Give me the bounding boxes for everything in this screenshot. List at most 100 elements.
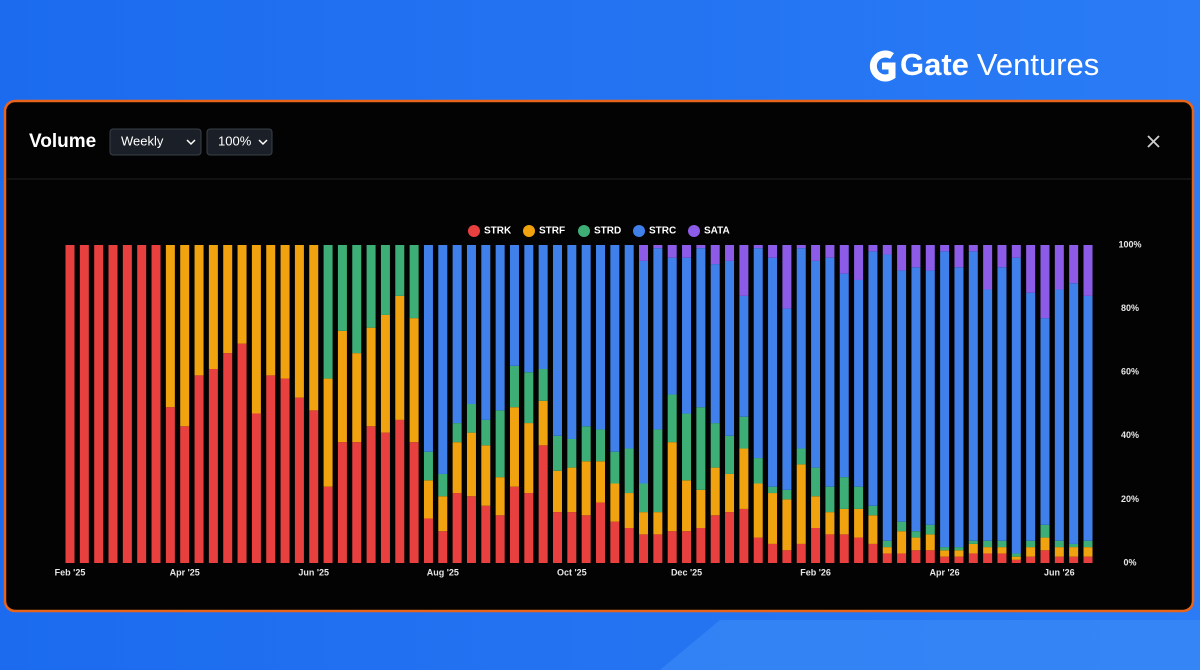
bar-segment	[337, 442, 347, 563]
bar-segment	[768, 245, 778, 258]
bar-segment	[753, 537, 763, 563]
bar-segment	[811, 496, 821, 529]
bar-segment	[911, 550, 921, 563]
bar-segment	[509, 486, 519, 563]
bar-segment	[567, 512, 577, 563]
bar-segment	[452, 423, 462, 443]
bar-segment	[696, 528, 706, 563]
bar-segment	[538, 369, 548, 401]
close-button[interactable]	[1147, 135, 1160, 148]
bar-segment	[639, 245, 649, 261]
bar-segment	[710, 423, 720, 468]
bar-segment	[983, 553, 993, 563]
bar-segment	[352, 245, 362, 354]
bar-segment	[409, 442, 419, 563]
bar-segment	[366, 245, 376, 328]
bar-segment	[552, 470, 562, 513]
bar-segment	[409, 318, 419, 443]
legend-label: SATA	[704, 226, 730, 237]
bar-segment	[639, 483, 649, 513]
bar-segment	[1040, 245, 1050, 319]
bar-segment	[1069, 547, 1079, 557]
bar-segment	[1026, 556, 1036, 563]
bar-segment	[811, 467, 821, 497]
bar-segment	[983, 547, 993, 554]
bar-segment	[1069, 556, 1079, 563]
bar-segment	[639, 534, 649, 563]
bar-segment	[968, 553, 978, 563]
bar-segment	[796, 245, 806, 249]
select-box[interactable]	[109, 128, 202, 156]
bar-segment	[251, 413, 261, 563]
bar-segment	[983, 289, 993, 541]
bar-segment	[1083, 245, 1093, 296]
bar-segment	[696, 245, 706, 249]
bar-segment	[309, 245, 319, 411]
bar-segment	[438, 531, 448, 563]
bar-segment	[911, 531, 921, 538]
select-box[interactable]	[206, 128, 273, 156]
interval-select[interactable]: Weekly	[109, 128, 202, 156]
bar-segment	[696, 407, 706, 490]
brand-logo: Gate Ventures	[869, 47, 1099, 82]
bar-segment	[552, 245, 562, 436]
bar-segment	[1011, 556, 1021, 560]
bar-segment	[380, 245, 390, 315]
bar-segment	[997, 267, 1007, 541]
bar-segment	[423, 518, 433, 563]
bar-segment	[1011, 257, 1021, 554]
bar-segment	[1083, 295, 1093, 541]
bar-segment	[725, 512, 735, 563]
bar-segment	[524, 245, 534, 373]
bar-segment	[1054, 547, 1064, 557]
bar-segment	[208, 245, 218, 370]
bar-segment	[194, 375, 204, 563]
bar-segment	[940, 550, 950, 557]
bar-segment	[108, 245, 118, 563]
bar-segment	[1083, 556, 1093, 563]
bar-segment	[122, 245, 132, 563]
bar-segment	[1026, 245, 1036, 293]
bar-segment	[653, 245, 663, 249]
bar-segment	[811, 528, 821, 563]
bar-segment	[940, 245, 950, 252]
bar-segment	[610, 483, 620, 522]
x-tick-label: Feb '26	[800, 567, 831, 577]
bar-segment	[768, 493, 778, 544]
scale-select[interactable]: 100%	[206, 128, 273, 156]
bar-segment	[524, 423, 534, 494]
bar-segment	[509, 245, 519, 366]
bar-segment	[854, 245, 864, 280]
bar-segment	[897, 531, 907, 554]
bar-segment	[839, 508, 849, 535]
bar-segment	[538, 245, 548, 370]
x-tick-label: Dec '25	[671, 567, 702, 577]
legend-swatch	[633, 225, 645, 237]
bar-segment	[897, 245, 907, 271]
bar-segment	[509, 407, 519, 487]
select-value: Weekly	[121, 133, 164, 148]
bar-segment	[323, 378, 333, 487]
bar-segment	[940, 547, 950, 551]
y-tick-label: 40%	[1121, 430, 1139, 440]
bar-segment	[997, 245, 1007, 268]
bar-segment	[1026, 547, 1036, 557]
bar-segment	[983, 540, 993, 548]
legend-swatch	[578, 225, 590, 237]
bar-segment	[294, 245, 304, 398]
bar-segment	[739, 245, 749, 296]
bar-segment	[753, 245, 763, 249]
bar-segment	[796, 464, 806, 544]
close-icon[interactable]	[1147, 135, 1160, 148]
bar-segment	[925, 270, 935, 525]
bar-segment	[567, 245, 577, 439]
bar-segment	[466, 245, 476, 404]
bar-segment	[639, 260, 649, 484]
bar-segment	[725, 435, 735, 474]
legend-swatch	[523, 225, 535, 237]
bar-segment	[1040, 537, 1050, 551]
bar-segment	[624, 493, 634, 529]
bar-segment	[65, 245, 75, 563]
bar-segment	[237, 245, 247, 344]
bar-segment	[897, 553, 907, 563]
